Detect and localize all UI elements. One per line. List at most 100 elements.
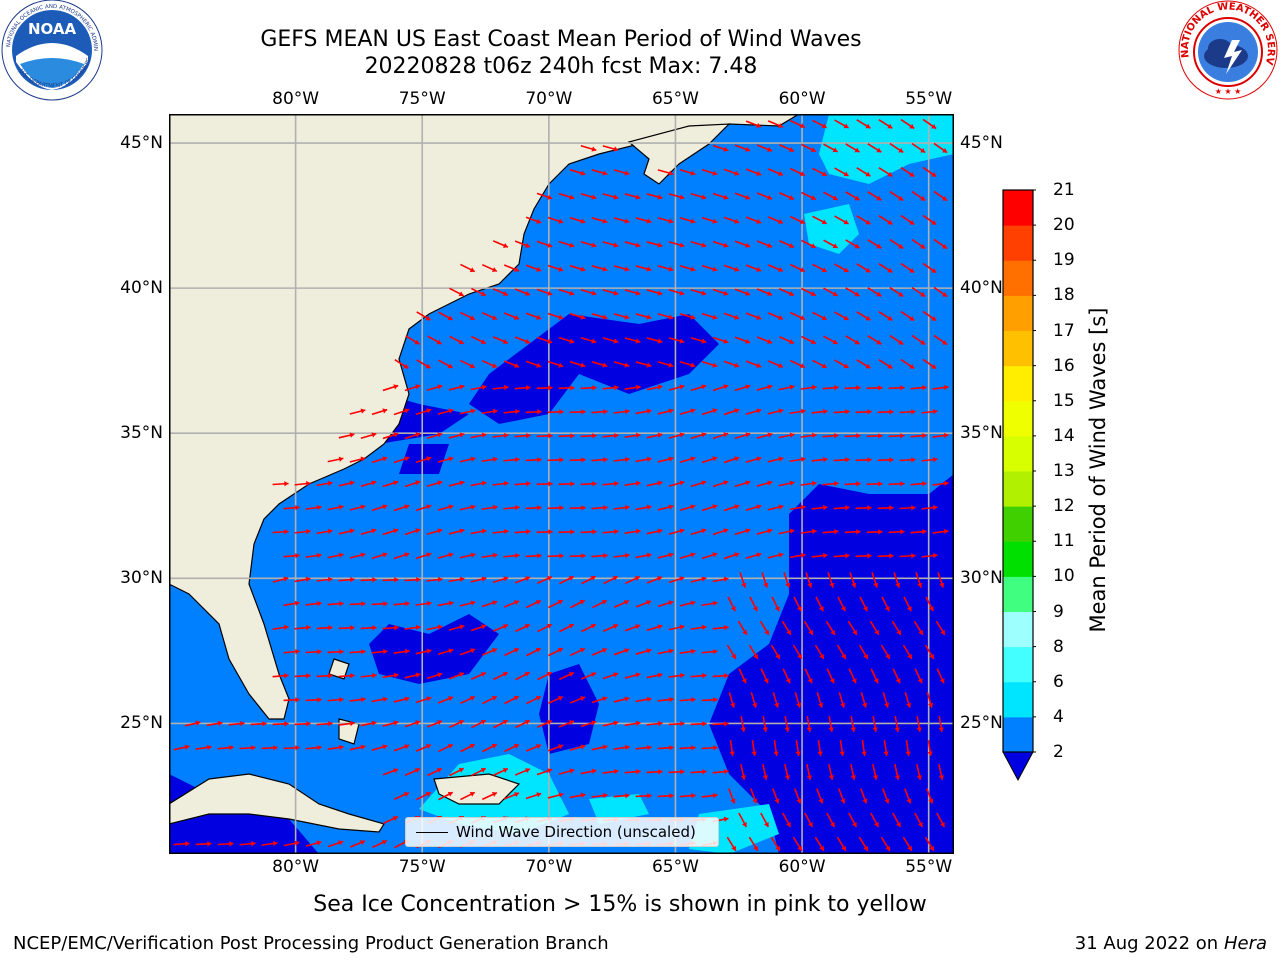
wind-vector-arrow: [856, 119, 871, 129]
wind-vector-arrow: [690, 480, 707, 488]
wind-vector-arrow: [327, 840, 344, 848]
wind-vector-arrow: [921, 456, 938, 463]
wind-vector-arrow: [416, 311, 431, 321]
wind-vector-arrow: [734, 192, 751, 200]
wind-vector-arrow: [701, 456, 718, 464]
wind-vector-arrow: [635, 456, 652, 463]
wind-vector-arrow: [778, 336, 795, 344]
wind-vector-arrow: [415, 408, 432, 416]
wind-vector-arrow: [657, 600, 674, 608]
wind-vector-arrow: [426, 576, 443, 583]
wind-vector-arrow: [294, 528, 311, 535]
wind-vector-arrow: [778, 432, 795, 439]
wind-vector-arrow: [515, 671, 531, 681]
wind-vector-arrow: [701, 745, 718, 751]
wind-vector-arrow: [547, 360, 564, 368]
wind-vector-arrow: [646, 624, 663, 632]
wind-vector-arrow: [745, 120, 762, 128]
wind-vector-arrow: [613, 599, 630, 609]
wind-vector-arrow: [836, 836, 847, 852]
wind-vector-arrow: [371, 744, 388, 751]
wind-vector-arrow: [833, 409, 850, 415]
wind-vector-arrow: [767, 216, 784, 224]
wind-vector-arrow: [305, 697, 322, 703]
wind-vector-arrow: [848, 668, 857, 684]
lon-tick-label-bottom: 60°W: [778, 857, 826, 877]
wind-vector-arrow: [327, 552, 344, 559]
wind-vector-arrow: [806, 764, 813, 780]
wind-vector-arrow: [882, 788, 890, 804]
wind-vector-arrow: [503, 504, 520, 511]
wind-vector-arrow: [914, 668, 923, 684]
wind-vector-arrow: [878, 311, 893, 321]
colorbar-bin: [1003, 435, 1033, 472]
wind-vector-arrow: [756, 432, 773, 439]
colorbar-tick-label: 11: [1053, 531, 1075, 552]
wind-vector-arrow: [866, 481, 883, 487]
wind-vector-arrow: [789, 167, 806, 177]
wind-vector-arrow: [635, 265, 652, 272]
wind-vector-arrow: [848, 812, 858, 828]
wind-vector-arrow: [580, 385, 597, 391]
wind-vector-arrow: [833, 505, 850, 511]
wind-vector-arrow: [404, 384, 421, 392]
wind-vector-arrow: [701, 408, 718, 416]
wind-vector-arrow: [591, 792, 608, 799]
wind-vector-arrow: [415, 600, 432, 607]
wind-vector-arrow: [723, 216, 740, 224]
wind-vector-arrow: [360, 625, 377, 631]
wind-vector-arrow: [922, 262, 937, 274]
wind-vector-arrow: [558, 481, 575, 487]
wind-vector-arrow: [690, 384, 707, 392]
wind-vector-arrow: [481, 408, 498, 415]
wind-vector-arrow: [728, 788, 736, 804]
wind-vector-arrow: [679, 600, 696, 607]
wind-vector-arrow: [349, 601, 366, 607]
wind-vector-arrow: [870, 668, 879, 684]
wind-vector-arrow: [756, 288, 773, 296]
wind-vector-arrow: [858, 644, 869, 660]
wind-vector-arrow: [613, 504, 630, 511]
colorbar-tick-label: 18: [1053, 285, 1075, 306]
wind-vector-arrow: [503, 552, 520, 559]
wind-vector-arrow: [481, 504, 498, 511]
wind-vector-arrow: [878, 119, 893, 129]
wind-vector-arrow: [613, 361, 630, 368]
wind-vector-arrow: [316, 480, 333, 487]
wind-vector-arrow: [426, 384, 443, 392]
wind-vector-arrow: [327, 649, 344, 655]
wind-vector-arrow: [602, 384, 619, 391]
wind-vector-arrow: [635, 504, 652, 511]
footer-date: 31 Aug 2022 on Hera: [1075, 933, 1267, 955]
lat-tick-label-left: 40°N: [120, 278, 163, 299]
wind-vector-arrow: [911, 142, 926, 154]
wind-vector-arrow: [592, 599, 608, 609]
wind-vector-arrow: [817, 739, 823, 757]
wind-vector-arrow: [460, 311, 476, 321]
wind-vector-arrow: [712, 673, 729, 679]
wind-vector-arrow: [726, 644, 737, 660]
wind-vector-arrow: [869, 620, 880, 636]
wind-vector-arrow: [701, 312, 718, 320]
wind-vector-arrow: [415, 744, 432, 752]
wind-vector-arrow: [393, 791, 410, 801]
wind-vector-arrow: [503, 792, 520, 800]
wind-vector-arrow: [338, 577, 355, 583]
wind-vector-arrow: [877, 457, 894, 463]
wind-vector-arrow: [814, 644, 825, 660]
wind-vector-arrow: [844, 385, 861, 391]
wind-vector-arrow: [900, 166, 915, 178]
wind-vector-arrow: [811, 552, 828, 559]
wind-vector-arrow: [760, 668, 769, 684]
lat-tick-label-right: 35°N: [960, 423, 1003, 444]
wind-vector-arrow: [514, 336, 531, 344]
lon-tick-label-bottom: 70°W: [525, 857, 573, 877]
wind-vector-arrow: [723, 264, 740, 272]
wind-vector-arrow: [889, 142, 904, 154]
wind-vector-arrow: [481, 791, 498, 801]
wind-vector-arrow: [881, 596, 890, 612]
wind-vector-arrow: [482, 695, 498, 705]
wind-vector-arrow: [900, 118, 915, 130]
wind-vector-arrow: [526, 647, 542, 657]
wind-vector-arrow: [515, 623, 531, 633]
